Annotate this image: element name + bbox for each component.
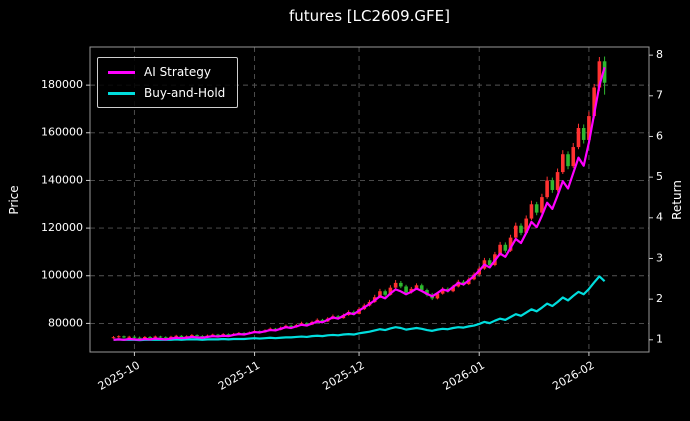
legend: AI Strategy Buy-and-Hold	[97, 57, 239, 108]
legend-item-ai-strategy: AI Strategy	[108, 65, 225, 79]
legend-label-ai-strategy: AI Strategy	[144, 65, 211, 79]
return-axis-label: Return	[670, 180, 684, 220]
ai-strategy-line-icon	[108, 70, 135, 74]
legend-label-buy-and-hold: Buy-and-Hold	[144, 86, 226, 100]
price-axis-label: Price	[7, 185, 21, 215]
chart-title: futures [LC2609.GFE]	[288, 7, 451, 25]
legend-item-buy-and-hold: Buy-and-Hold	[108, 86, 225, 100]
buy-and-hold-line-icon	[108, 91, 135, 95]
